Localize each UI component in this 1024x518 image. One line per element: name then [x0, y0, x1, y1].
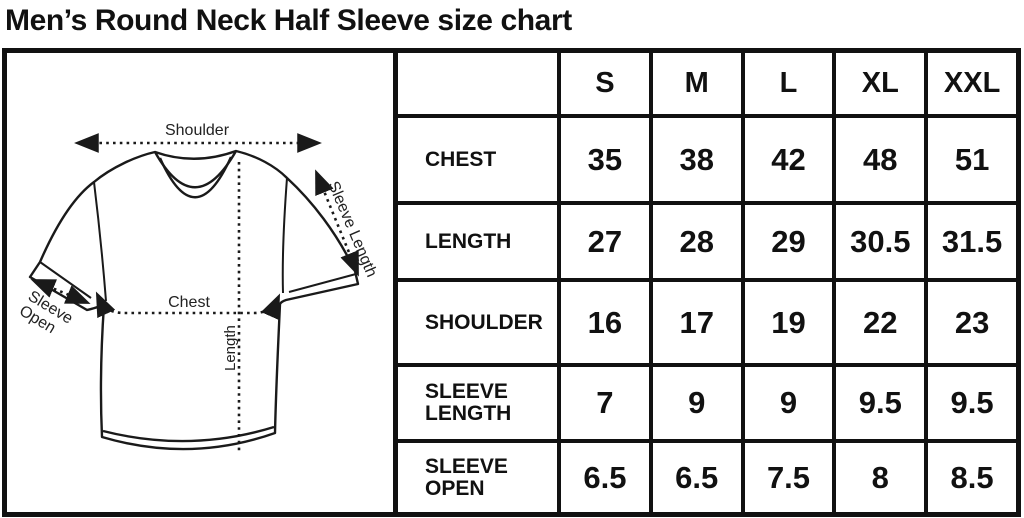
sleeve-open-s: 6.5 — [561, 443, 649, 512]
shoulder-measure-label: Shoulder — [165, 122, 230, 139]
length-measure-label: Length — [222, 325, 239, 371]
sleeve-open-m: 6.5 — [652, 443, 741, 512]
chest-measure-label: Chest — [168, 294, 210, 311]
col-header-l: L — [744, 53, 833, 114]
hem-seam — [102, 425, 275, 443]
right-sleeve-seam — [281, 177, 288, 294]
sleeve-open-measure-line — [30, 279, 91, 304]
row-label-sleeve-length: SLEEVE LENGTH — [398, 367, 557, 439]
chest-xl: 48 — [836, 118, 925, 201]
length-l: 29 — [744, 205, 833, 278]
table-corner-cell — [398, 53, 557, 114]
tshirt-measurement-diagram: Shoulder Chest Length Sleeve Length Slee… — [7, 53, 393, 512]
shoulder-xxl: 23 — [928, 282, 1016, 363]
shoulder-xl: 22 — [836, 282, 925, 363]
sleeve-length-l: 9 — [744, 367, 833, 439]
measurement-lines — [30, 133, 359, 454]
row-label-length: LENGTH — [398, 205, 557, 278]
sleeve-length-xl: 9.5 — [836, 367, 925, 439]
right-cuff-seam — [288, 273, 357, 293]
col-header-s: S — [561, 53, 649, 114]
left-sleeve-seam — [93, 181, 107, 302]
row-label-shoulder: SHOULDER — [398, 282, 557, 363]
length-s: 27 — [561, 205, 649, 278]
shoulder-l: 19 — [744, 282, 833, 363]
size-table: S M L XL XXL CHEST 35 38 42 48 51 LENGTH… — [393, 53, 1016, 512]
length-m: 28 — [652, 205, 741, 278]
sleeve-length-xxl: 9.5 — [928, 367, 1016, 439]
col-header-xl: XL — [836, 53, 925, 114]
chest-xxl: 51 — [928, 118, 1016, 201]
col-header-m: M — [652, 53, 741, 114]
page-title: Men’s Round Neck Half Sleeve size chart — [5, 4, 572, 37]
size-chart-box: Shoulder Chest Length Sleeve Length Slee… — [2, 48, 1021, 517]
chest-s: 35 — [561, 118, 649, 201]
sleeve-open-l: 7.5 — [744, 443, 833, 512]
sleeve-length-s: 7 — [561, 367, 649, 439]
col-header-xxl: XXL — [928, 53, 1016, 114]
length-xl: 30.5 — [836, 205, 925, 278]
sleeve-open-xxl: 8.5 — [928, 443, 1016, 512]
row-label-chest: CHEST — [398, 118, 557, 201]
shoulder-s: 16 — [561, 282, 649, 363]
tshirt-diagram-svg: Shoulder Chest Length Sleeve Length Slee… — [16, 122, 380, 454]
chest-measure-line — [95, 291, 281, 321]
row-label-sleeve-open: SLEEVE OPEN — [398, 443, 557, 512]
collar-inner-arc — [158, 156, 233, 199]
sleeve-open-xl: 8 — [836, 443, 925, 512]
shoulder-m: 17 — [652, 282, 741, 363]
sleeve-length-m: 9 — [652, 367, 741, 439]
chest-m: 38 — [652, 118, 741, 201]
chest-l: 42 — [744, 118, 833, 201]
length-xxl: 31.5 — [928, 205, 1016, 278]
